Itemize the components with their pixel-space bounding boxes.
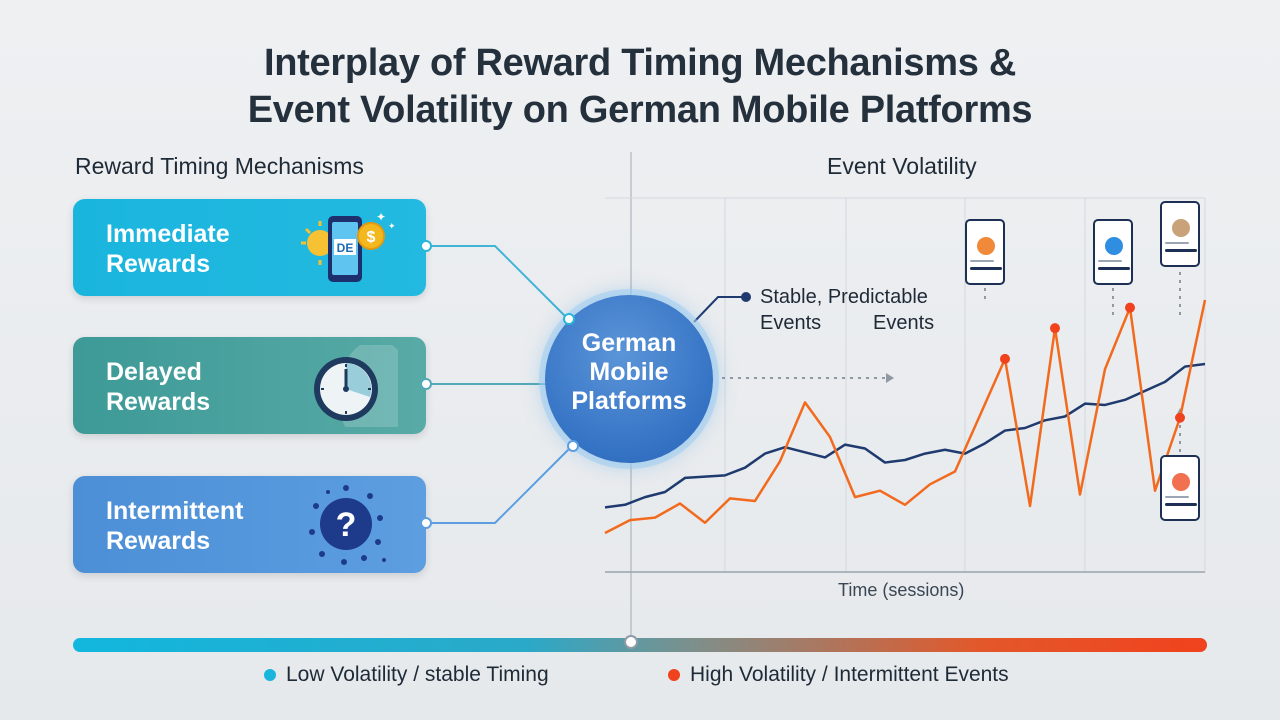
volatility-bar-knob[interactable]	[624, 635, 638, 649]
series-line-1	[604, 362, 1206, 509]
volatility-gradient-bar	[73, 638, 1207, 652]
phone-face-3	[1172, 219, 1190, 237]
legend-low-label: Low Volatility / stable Timing	[286, 663, 549, 686]
right-heading: Event Volatility	[827, 153, 977, 179]
page-title: Interplay of Reward Timing Mechanisms & …	[0, 40, 1280, 134]
hub-line3: Platforms	[571, 387, 687, 415]
title-line-1: Interplay of Reward Timing Mechanisms &	[264, 42, 1016, 84]
series-peak-point-2	[1050, 323, 1060, 334]
port-delayed	[420, 378, 432, 390]
question-icon: ?	[309, 485, 386, 565]
chart-peaks	[1000, 302, 1185, 423]
hub-port-bottom	[567, 440, 579, 452]
card-immediate-line2: Rewards	[106, 250, 211, 278]
series-peak-point-1	[1000, 353, 1010, 364]
series-peak-point-3	[1125, 302, 1135, 313]
phone-coin-icon: DE $ ✦✦	[301, 210, 396, 282]
card-delayed-line2: Rewards	[106, 388, 211, 416]
annotation-events-2: Events	[873, 312, 935, 334]
svg-text:✦: ✦	[388, 221, 396, 231]
phone-face-4	[1172, 473, 1190, 491]
card-delayed-rewards[interactable]: Delayed Rewards	[73, 337, 426, 434]
phone-icon-4	[1160, 455, 1200, 521]
phone-face-1	[977, 237, 995, 255]
annotation-dot	[741, 292, 751, 302]
legend-low-dot	[264, 669, 276, 681]
card-delayed-line1: Delayed	[106, 358, 202, 386]
connector-immediate	[426, 245, 569, 320]
x-axis-label: Time (sessions)	[838, 580, 965, 600]
legend-low: Low Volatility / stable Timing	[264, 663, 549, 687]
card-intermittent-line2: Rewards	[106, 527, 211, 555]
chart-series	[604, 299, 1207, 535]
card-intermittent-line1: Intermittent	[106, 497, 244, 525]
left-heading: Reward Timing Mechanisms	[75, 153, 364, 179]
card-intermittent-rewards[interactable]: Intermittent Rewards ?	[73, 476, 426, 573]
annotation-events-1: Events	[760, 312, 822, 334]
connector-intermittent	[426, 445, 573, 524]
card-immediate-rewards[interactable]: Immediate Rewards DE $ ✦ ✦	[73, 199, 426, 296]
svg-text:✦: ✦	[376, 210, 386, 224]
phone-icon-3	[1160, 201, 1200, 267]
svg-text:?: ?	[336, 506, 357, 544]
legend-high-label: High Volatility / Intermittent Events	[690, 663, 1009, 686]
hub-line2: Mobile	[589, 358, 669, 386]
card-immediate-line1: Immediate	[106, 220, 230, 248]
title-line-2: Event Volatility on German Mobile Platfo…	[247, 89, 1033, 131]
annotation-pointer	[693, 296, 744, 323]
svg-text:$: $	[367, 229, 376, 246]
phone-icon-2	[1093, 219, 1133, 285]
hub-port-top	[563, 313, 575, 325]
legend-high: High Volatility / Intermittent Events	[668, 663, 1009, 687]
clock-icon	[314, 345, 398, 427]
phone-face-2	[1105, 237, 1123, 255]
annotation-line-1: Stable, Predictable	[760, 286, 928, 308]
phone-screen-text: DE	[337, 241, 354, 255]
port-intermittent	[420, 517, 432, 529]
series-line-2	[604, 299, 1207, 535]
legend-high-dot	[668, 669, 680, 681]
dotted-arrow-head	[886, 373, 894, 383]
hub-line1: German	[581, 329, 677, 357]
series-peak-point-4	[1175, 412, 1185, 423]
phone-icon-1	[965, 219, 1005, 285]
port-immediate	[420, 240, 432, 252]
